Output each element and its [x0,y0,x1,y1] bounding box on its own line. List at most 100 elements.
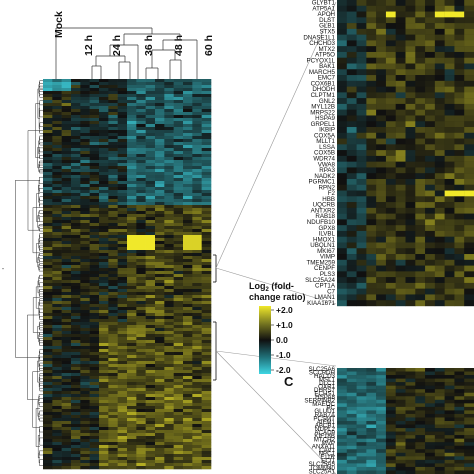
heatmap-cell [71,271,81,275]
heatmap-cell [155,310,165,314]
heatmap-cell [127,169,137,173]
heatmap-cell [145,370,156,374]
heatmap-cell [136,421,146,425]
zoom-cell [395,375,406,379]
heatmap-cell [117,301,128,305]
zoom-cell [346,399,357,404]
panel-letter-c: C [284,374,294,389]
heatmap-cell [145,331,156,335]
heatmap-cell [164,391,174,395]
heatmap-cell [183,307,193,311]
zoom-cell [464,424,474,429]
zoom-cell [454,230,465,237]
zoom-cell [425,435,436,439]
heatmap-cell [173,91,184,95]
gene-label-F2: F2 [328,190,336,197]
zoom-cell [444,219,455,226]
zoom-cell [366,28,377,35]
heatmap-cell [201,319,212,323]
zoom-cell [346,109,357,116]
zoom-cell [346,385,357,390]
heatmap-cell [52,94,62,98]
heatmap-cell [99,466,109,470]
heatmap-cell [99,274,109,278]
zoom-cell [444,225,455,232]
heatmap-cell [71,454,81,458]
heatmap-cell [61,355,72,359]
zoom-cell [405,385,416,390]
heatmap-cell [155,286,165,290]
heatmap-cell [164,193,174,197]
heatmap-cell [192,103,202,107]
heatmap-cell [183,238,193,242]
heatmap-cell [155,82,165,86]
zoom-cell [434,424,445,429]
heatmap-cell [61,172,72,176]
heatmap-cell [71,178,81,182]
zoom-cell [337,63,347,70]
heatmap-cell [136,430,146,434]
zoom-cell [376,17,387,24]
zoom-cell [337,399,347,404]
heatmap-cell [136,109,146,113]
heatmap-cell [155,91,165,95]
heatmap-cell [71,352,81,356]
zoom-cell [405,428,416,432]
zoom-cell [346,161,357,168]
heatmap-cell [173,397,184,401]
heatmap-cell [99,370,109,374]
heatmap-cell [192,271,202,275]
heatmap-cell [192,223,202,227]
zoom-cell [434,431,445,436]
zoom-cell [385,399,396,404]
heatmap-cell [108,400,118,404]
heatmap-cell [164,445,174,449]
zoom-cell [425,155,436,162]
zoom-cell [415,219,426,226]
zoom-cell [425,0,436,6]
heatmap-cell [80,322,90,326]
heatmap-cell [108,187,118,191]
heatmap-cell [136,379,146,383]
heatmap-cell [155,388,165,392]
heatmap-cell [164,460,174,464]
heatmap-cell [183,277,193,281]
zoom-cell [415,452,426,457]
heatmap-cell [89,115,100,119]
heatmap-cell [117,361,128,365]
zoom-cell [395,438,406,443]
heatmap-cell [173,136,184,140]
heatmap-cell [117,373,128,377]
heatmap-cell [173,217,184,221]
zoom-cell [356,69,367,76]
zoom-cell [405,196,416,203]
heatmap-cell [136,238,146,242]
heatmap-cell [201,397,212,401]
heatmap-cell [99,229,109,233]
heatmap-cell [136,175,146,179]
heatmap-cell [71,268,81,272]
heatmap-cell [80,373,90,377]
heatmap-cell [89,154,100,158]
heatmap-cell [52,379,62,383]
zoom-cell [346,413,357,418]
zoom-cell [366,470,377,474]
zoom-cell [395,69,406,76]
heatmap-cell [80,283,90,287]
zoom-cell [405,445,416,450]
heatmap-cell [192,298,202,302]
heatmap-cell [136,418,146,422]
heatmap-cell [89,166,100,170]
zoom-cell [405,463,416,468]
heatmap-cell [71,79,81,83]
zoom-cell [444,463,455,468]
heatmap-cell [192,343,202,347]
heatmap-cell [71,433,81,437]
heatmap-cell [71,463,81,467]
heatmap-cell [201,133,212,137]
zoom-cell [356,403,367,408]
heatmap-cell [192,376,202,380]
heatmap-cell [108,214,118,218]
heatmap-cell [52,433,62,437]
heatmap-cell [99,244,109,248]
